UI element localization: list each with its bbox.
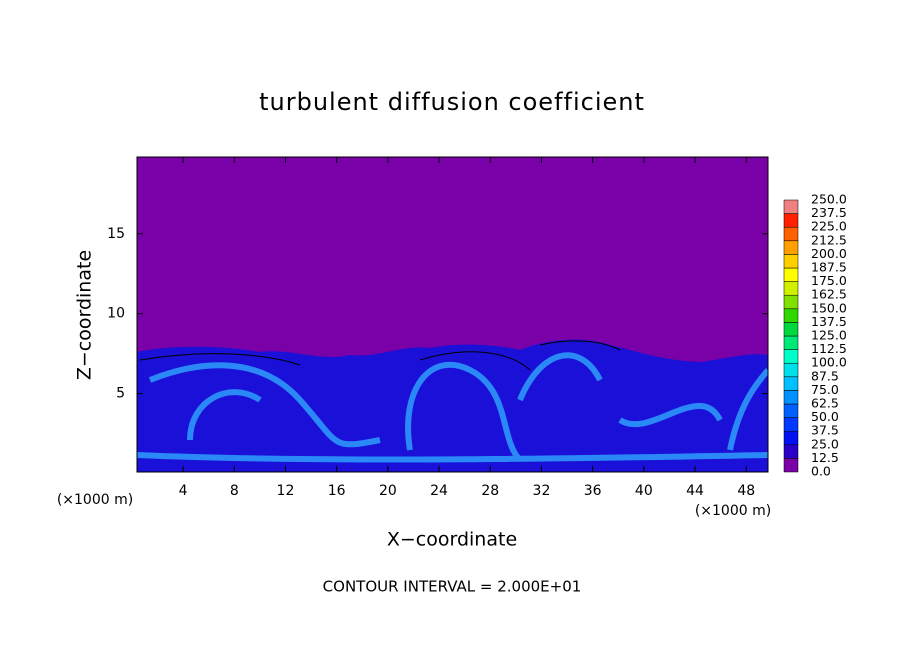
colorbar-label: 237.5: [811, 205, 847, 220]
colorbar-cell: [783, 322, 799, 337]
x-unit-label: (×1000 m): [695, 503, 771, 519]
colorbar-label: 137.5: [811, 314, 847, 329]
colorbar-label: 250.0: [811, 192, 847, 207]
x-axis-label: X−coordinate: [387, 529, 517, 551]
x-tick-label: 20: [379, 483, 397, 499]
colorbar-label: 37.5: [811, 423, 839, 438]
colorbar-label: 212.5: [811, 232, 847, 247]
x-tick-label: 24: [430, 483, 448, 499]
colorbar-label: 75.0: [811, 382, 839, 397]
contour-line: [139, 340, 621, 371]
colorbar-label: 225.0: [811, 219, 847, 234]
x-tick-label: 12: [277, 483, 295, 499]
y-tick-label: 5: [116, 386, 125, 402]
colorbar-label: 175.0: [811, 273, 847, 288]
y-tick-label: 15: [107, 226, 125, 242]
colorbar-cell: [783, 294, 799, 310]
colorbar-label: 112.5: [811, 341, 847, 356]
colorbar-label: 162.5: [811, 287, 847, 302]
field-streak: [137, 352, 768, 463]
colorbar-cell: [783, 417, 799, 432]
colorbar-cell: [783, 458, 799, 473]
x-tick-label: 40: [635, 483, 653, 499]
colorbar-cell: [783, 308, 799, 323]
colorbar-label: 25.0: [811, 436, 839, 451]
colorbar-label: 125.0: [811, 328, 847, 343]
x-tick-label: 4: [179, 483, 188, 499]
colorbar-label: 62.5: [811, 396, 839, 411]
colorbar-label: 100.0: [811, 355, 847, 370]
colorbar-cell: [783, 349, 799, 364]
footnote: CONTOUR INTERVAL = 2.000E+01: [323, 578, 582, 596]
plot-frame: [136, 156, 769, 473]
y-tick-label: 10: [107, 306, 125, 322]
colorbar-label: 50.0: [811, 409, 839, 424]
field-region: [137, 339, 768, 472]
colorbar-cell: [783, 240, 799, 255]
x-tick-label: 36: [584, 483, 602, 499]
colorbar-cell: [783, 213, 799, 228]
x-tick-label: 28: [481, 483, 499, 499]
x-tick-label: 16: [328, 483, 346, 499]
x-tick-label: 32: [533, 483, 551, 499]
colorbar-cell: [783, 281, 799, 296]
field: [137, 339, 768, 472]
colorbar-cell: [783, 267, 799, 282]
y-axis-label: Z−coordinate: [74, 250, 96, 380]
colorbar-cell: [783, 254, 799, 269]
colorbar-cell: [783, 403, 799, 418]
colorbar-cell: [783, 199, 799, 214]
colorbar-cell: [783, 335, 799, 350]
x-tick-label: 8: [230, 483, 239, 499]
colorbar-cell: [783, 430, 799, 446]
colorbar-label: 87.5: [811, 368, 839, 383]
colorbar-label: 12.5: [811, 450, 839, 465]
colorbar-cell: [783, 362, 799, 378]
colorbar-label: 150.0: [811, 300, 847, 315]
colorbar-label: 200.0: [811, 246, 847, 261]
colorbar-cell: [783, 226, 799, 242]
x-tick-label: 44: [686, 483, 704, 499]
colorbar-cell: [783, 444, 799, 459]
x-tick-label: 48: [737, 483, 755, 499]
colorbar-label: 187.5: [811, 260, 847, 275]
colorbar-cell: [783, 376, 799, 391]
colorbar-cell: [783, 390, 799, 405]
chart-title: turbulent diffusion coefficient: [259, 88, 645, 116]
x-unit-label: (×1000 m): [57, 492, 133, 508]
colorbar-label: 0.0: [811, 464, 831, 479]
